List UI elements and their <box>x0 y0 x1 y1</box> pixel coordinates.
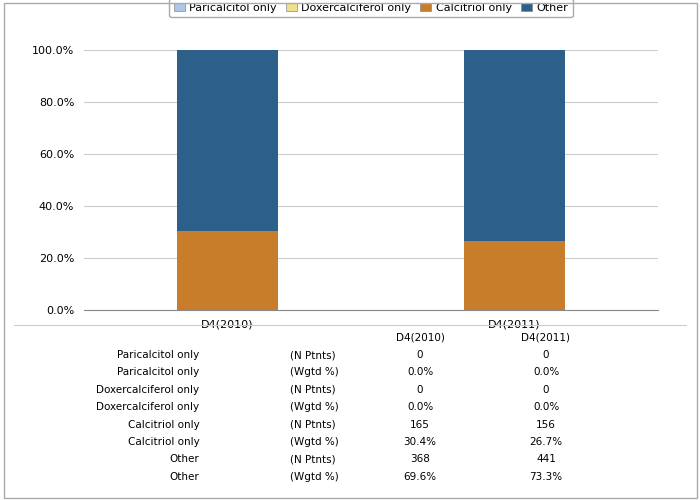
Text: D4(2011): D4(2011) <box>522 332 570 342</box>
Text: 30.4%: 30.4% <box>403 437 437 447</box>
Text: 26.7%: 26.7% <box>529 437 563 447</box>
Text: 165: 165 <box>410 420 430 430</box>
Text: (N Ptnts): (N Ptnts) <box>290 350 336 360</box>
Text: Calcitriol only: Calcitriol only <box>127 437 199 447</box>
Text: 0: 0 <box>416 350 424 360</box>
Text: 0: 0 <box>416 385 424 395</box>
Text: Calcitriol only: Calcitriol only <box>127 420 199 430</box>
Text: 368: 368 <box>410 454 430 464</box>
Bar <box>177 50 278 231</box>
Text: (Wgtd %): (Wgtd %) <box>290 472 340 482</box>
Text: Paricalcitol only: Paricalcitol only <box>117 350 200 360</box>
Bar <box>464 240 565 310</box>
Text: 0.0%: 0.0% <box>533 368 559 378</box>
Text: Doxercalciferol only: Doxercalciferol only <box>97 402 200 412</box>
Bar <box>177 231 278 310</box>
Text: D4(2010): D4(2010) <box>395 332 444 342</box>
Text: Doxercalciferol only: Doxercalciferol only <box>97 385 200 395</box>
Text: (N Ptnts): (N Ptnts) <box>290 420 336 430</box>
Text: 73.3%: 73.3% <box>529 472 563 482</box>
Legend: Paricalcitol only, Doxercalciferol only, Calcitriol only, Other: Paricalcitol only, Doxercalciferol only,… <box>169 0 573 18</box>
Text: 69.6%: 69.6% <box>403 472 437 482</box>
Text: 0: 0 <box>542 350 550 360</box>
Text: Other: Other <box>169 454 200 464</box>
Text: (N Ptnts): (N Ptnts) <box>290 454 336 464</box>
Bar <box>464 50 565 240</box>
Text: Other: Other <box>169 472 200 482</box>
Text: 441: 441 <box>536 454 556 464</box>
Text: (Wgtd %): (Wgtd %) <box>290 368 340 378</box>
Text: (N Ptnts): (N Ptnts) <box>290 385 336 395</box>
Text: (Wgtd %): (Wgtd %) <box>290 402 340 412</box>
Text: 156: 156 <box>536 420 556 430</box>
Text: (Wgtd %): (Wgtd %) <box>290 437 340 447</box>
Text: Paricalcitol only: Paricalcitol only <box>117 368 200 378</box>
Text: 0.0%: 0.0% <box>407 402 433 412</box>
Text: 0.0%: 0.0% <box>407 368 433 378</box>
Text: 0.0%: 0.0% <box>533 402 559 412</box>
Text: 0: 0 <box>542 385 550 395</box>
